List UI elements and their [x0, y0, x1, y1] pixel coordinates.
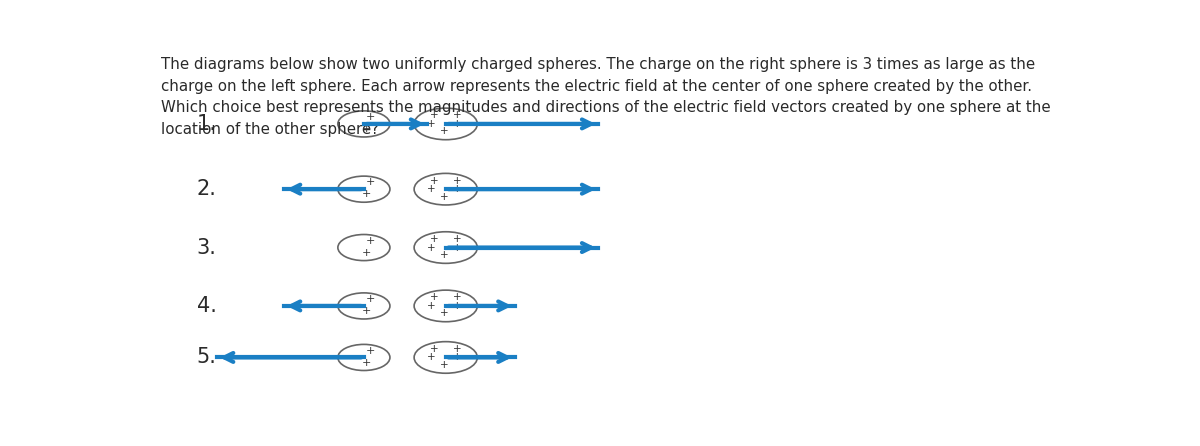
Ellipse shape: [338, 293, 390, 319]
Text: +: +: [426, 243, 436, 252]
Text: +: +: [439, 192, 448, 202]
Text: +: +: [431, 234, 439, 244]
Text: +: +: [452, 119, 461, 129]
Text: +: +: [366, 346, 376, 355]
Text: The diagrams below show two uniformly charged spheres. The charge on the right s: The diagrams below show two uniformly ch…: [161, 57, 1051, 137]
Text: +: +: [452, 184, 461, 194]
Text: +: +: [366, 112, 376, 122]
Text: +: +: [431, 176, 439, 186]
Text: +: +: [452, 176, 461, 186]
Text: 5.: 5.: [197, 347, 216, 368]
Ellipse shape: [338, 176, 390, 202]
Text: +: +: [452, 301, 461, 311]
Text: +: +: [452, 352, 461, 363]
Text: +: +: [439, 309, 448, 318]
Text: +: +: [439, 250, 448, 260]
Text: +: +: [426, 184, 436, 194]
Ellipse shape: [414, 290, 478, 322]
Text: +: +: [362, 124, 371, 134]
Text: +: +: [366, 294, 376, 304]
Ellipse shape: [338, 235, 390, 260]
Text: 2.: 2.: [197, 179, 216, 199]
Text: +: +: [362, 358, 371, 368]
Text: 4.: 4.: [197, 296, 216, 316]
Text: 1.: 1.: [197, 114, 216, 134]
Text: +: +: [431, 344, 439, 354]
Text: +: +: [439, 127, 448, 136]
Text: +: +: [439, 360, 448, 370]
Text: +: +: [426, 301, 436, 311]
Text: +: +: [452, 344, 461, 354]
Text: +: +: [426, 352, 436, 363]
Text: +: +: [362, 306, 371, 316]
Text: +: +: [431, 292, 439, 302]
Text: +: +: [452, 243, 461, 252]
Ellipse shape: [414, 342, 478, 373]
Ellipse shape: [414, 108, 478, 140]
Text: +: +: [426, 119, 436, 129]
Ellipse shape: [338, 344, 390, 371]
Text: +: +: [452, 292, 461, 302]
Text: +: +: [452, 234, 461, 244]
Ellipse shape: [414, 173, 478, 205]
Text: +: +: [431, 110, 439, 120]
Text: 3.: 3.: [197, 238, 216, 257]
Text: +: +: [366, 235, 376, 246]
Text: +: +: [366, 178, 376, 187]
Ellipse shape: [414, 232, 478, 263]
Text: +: +: [362, 248, 371, 258]
Text: +: +: [362, 189, 371, 199]
Text: +: +: [452, 110, 461, 120]
Ellipse shape: [338, 111, 390, 137]
